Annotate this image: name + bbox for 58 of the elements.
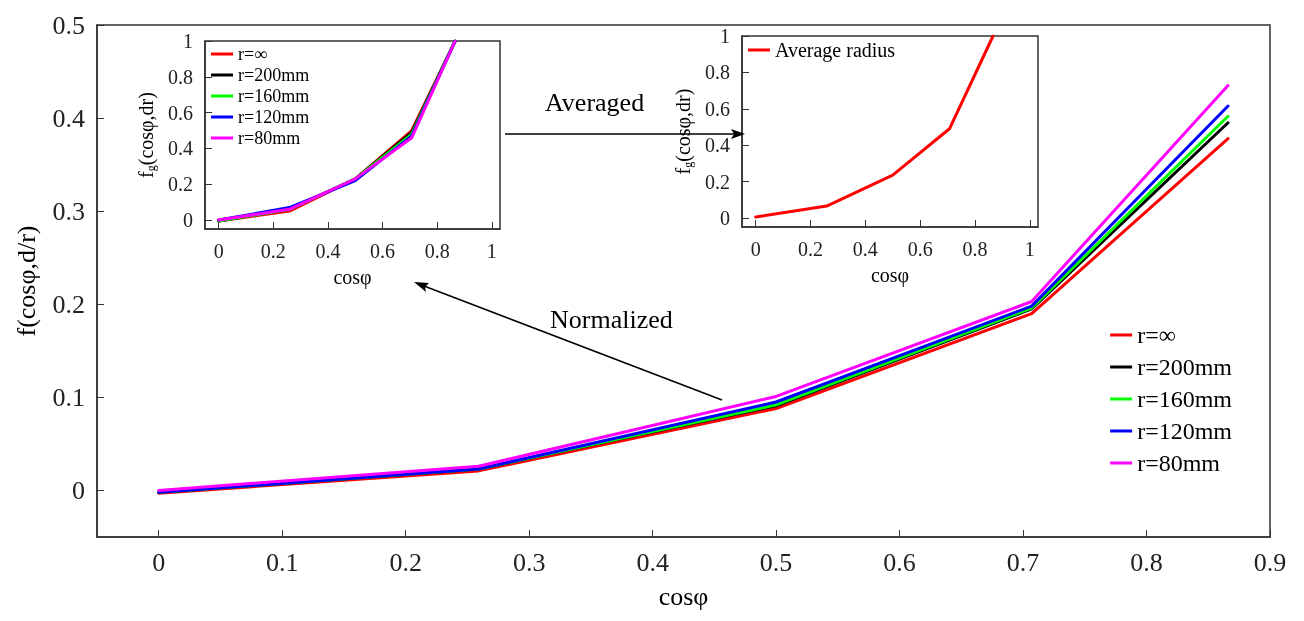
y-tick-label: 0.4: [705, 134, 730, 157]
x-tick-label: 1: [1024, 238, 1035, 260]
y-tick-label: 0.2: [168, 173, 193, 196]
x-tick-label: 0.7: [1006, 547, 1040, 577]
y-tick-label: 1: [183, 30, 193, 52]
x-tick-label: 0.5: [759, 547, 793, 577]
y-tick-label: 0.3: [52, 196, 85, 226]
x-tick-label: 0.1: [265, 547, 299, 577]
x-tick-label: 0: [213, 240, 224, 262]
legend-label: r=80mm: [238, 128, 301, 148]
y-tick-label: 0: [72, 475, 85, 505]
x-tick-label: 0.4: [636, 547, 669, 577]
x-tick-label: 0.6: [370, 240, 396, 262]
x-tick-label: 0.9: [1253, 547, 1287, 577]
legend-label: r=∞: [1137, 322, 1176, 348]
x-tick-label: 0.6: [907, 238, 933, 260]
x-tick-label: 0: [750, 238, 761, 260]
y-tick-label: 0: [183, 209, 193, 232]
y-tick-label: 0.2: [52, 289, 85, 319]
y-tick-label: 0.5: [52, 10, 85, 40]
y-tick-label: 1: [720, 25, 730, 47]
x-tick-label: 0.6: [883, 547, 916, 577]
x-axis-title: cosφ: [658, 581, 709, 611]
x-tick-label: 0.2: [389, 547, 422, 577]
x-tick-label: 0.8: [424, 240, 450, 262]
x-axis-title: cosφ: [870, 264, 910, 287]
legend-label: r=200mm: [238, 65, 310, 85]
annotation: Averaged: [545, 88, 645, 118]
legend-label: r=120mm: [238, 107, 310, 127]
y-tick-label: 0.6: [705, 97, 730, 120]
y-tick-label: 0: [720, 206, 730, 229]
x-axis-title: cosφ: [333, 266, 372, 289]
y-axis-title: fg(cosφ,dr): [135, 92, 159, 178]
x-tick-label: 0.4: [852, 238, 878, 260]
y-tick-label: 0.2: [705, 170, 730, 193]
x-tick-label: 0.8: [962, 238, 988, 260]
y-tick-label: 0.8: [705, 61, 730, 84]
x-tick-label: 0.2: [798, 238, 824, 260]
x-tick-label: 0.8: [1130, 547, 1163, 577]
y-tick-label: 0.6: [168, 101, 193, 124]
legend-label: Average radius: [775, 39, 896, 62]
x-tick-label: 1: [486, 240, 497, 262]
x-tick-label: 0.3: [512, 547, 546, 577]
legend-label: r=160mm: [1137, 386, 1233, 412]
legend-label: r=80mm: [1137, 450, 1221, 476]
legend-label: r=160mm: [238, 86, 310, 106]
y-tick-label: 0.4: [168, 137, 193, 160]
y-tick-label: 0.1: [52, 382, 85, 412]
legend-label: r=120mm: [1137, 418, 1233, 444]
legend-label: r=200mm: [1137, 354, 1233, 380]
y-axis-title: fg(cosφ,dr): [672, 88, 696, 175]
y-tick-label: 0.8: [168, 65, 193, 88]
x-tick-label: 0.2: [260, 240, 286, 262]
annotation: Normalized: [550, 305, 673, 335]
y-tick-label: 0.4: [52, 103, 85, 133]
x-tick-label: 0.4: [315, 240, 341, 262]
legend-label: r=∞: [238, 44, 268, 64]
y-axis-title: f(cosφ,d/r): [11, 225, 41, 337]
